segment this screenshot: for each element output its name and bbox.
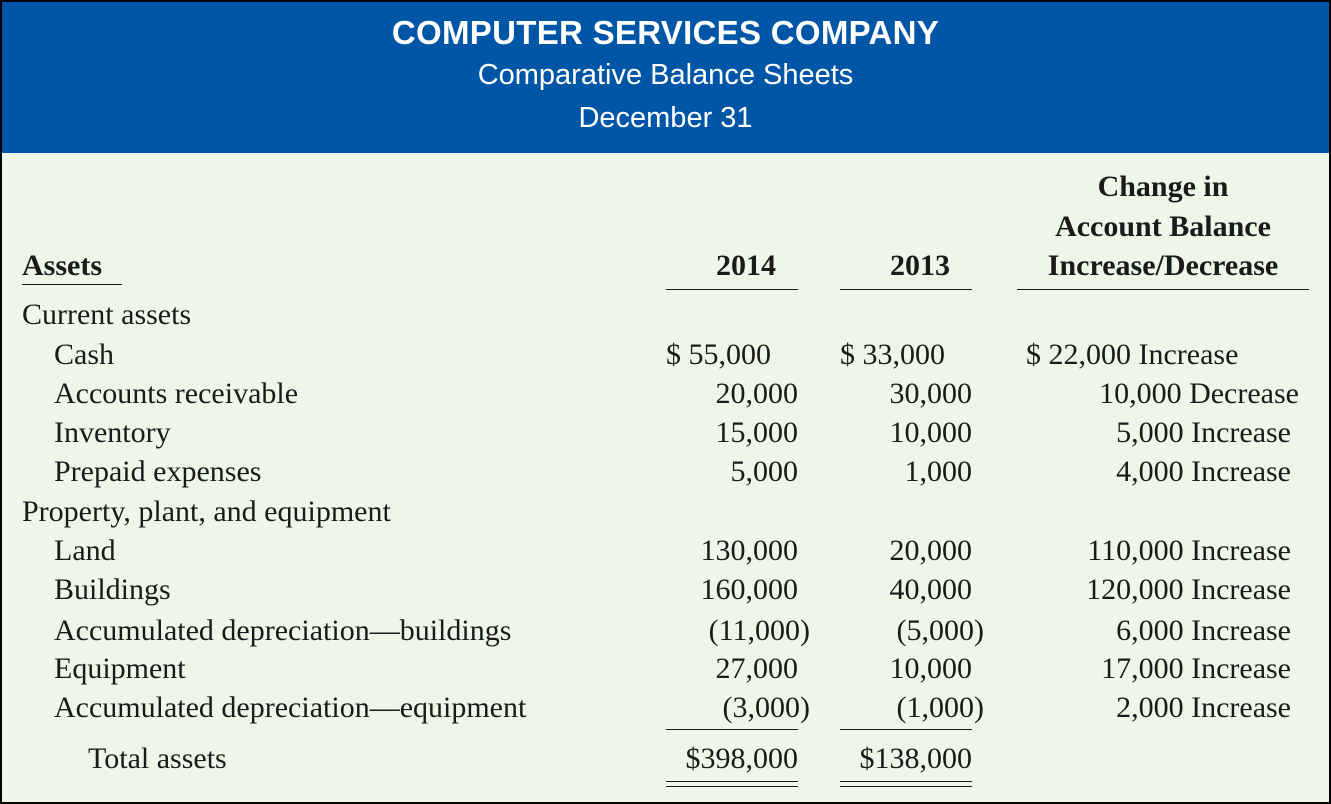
year-2014-underline bbox=[666, 289, 798, 290]
subtotal-underline-2014 bbox=[666, 729, 798, 730]
row-label: Land bbox=[54, 534, 116, 567]
row-value-2013: (1,000) bbox=[896, 691, 984, 724]
row-value-2014: 15,000 bbox=[715, 416, 799, 449]
row-change: 2,000 Increase bbox=[1116, 691, 1291, 724]
row-value-2013: 20,000 bbox=[889, 534, 973, 567]
row-value-2014: (3,000) bbox=[722, 691, 810, 724]
row-change: 110,000 Increase bbox=[1087, 534, 1291, 567]
row-change: 10,000 Decrease bbox=[1099, 377, 1299, 410]
company-name: COMPUTER SERVICES COMPANY bbox=[391, 14, 940, 51]
total-double-underline-2014-b bbox=[666, 786, 798, 787]
year-2013-header: 2013 bbox=[890, 249, 950, 282]
row-value-2013: 10,000 bbox=[889, 652, 973, 685]
row-value-2014: $ 55,000 bbox=[666, 338, 771, 371]
subtotal-underline-2013 bbox=[840, 729, 972, 730]
total-double-underline-2014-a bbox=[666, 781, 798, 782]
row-change: $ 22,000 Increase bbox=[1026, 338, 1239, 371]
total-double-underline-2013-a bbox=[840, 781, 972, 782]
row-value-2013: 30,000 bbox=[889, 377, 973, 410]
title-banner: COMPUTER SERVICES COMPANY Comparative Ba… bbox=[2, 2, 1329, 153]
total-double-underline-2013-b bbox=[840, 786, 972, 787]
statement-date: December 31 bbox=[578, 102, 753, 134]
year-2013-underline bbox=[840, 289, 972, 290]
total-assets-label: Total assets bbox=[88, 742, 227, 775]
change-header-line1: Change in bbox=[1097, 170, 1229, 203]
row-change: 4,000 Increase bbox=[1116, 455, 1291, 488]
row-change: 6,000 Increase bbox=[1116, 614, 1291, 647]
section-ppe: Property, plant, and equipment bbox=[22, 495, 391, 528]
change-header-underline bbox=[1017, 289, 1309, 290]
row-label: Buildings bbox=[54, 573, 171, 606]
year-2014-header: 2014 bbox=[716, 249, 776, 282]
row-label: Cash bbox=[54, 338, 114, 371]
change-header-line2: Account Balance bbox=[1055, 210, 1271, 243]
row-value-2014: 130,000 bbox=[700, 534, 799, 567]
row-label: Equipment bbox=[54, 652, 186, 685]
row-label: Accumulated depreciation—buildings bbox=[54, 614, 512, 647]
row-value-2013: (5,000) bbox=[896, 614, 984, 647]
row-value-2013: 1,000 bbox=[904, 455, 973, 488]
row-label: Inventory bbox=[54, 416, 171, 449]
assets-header-underline bbox=[22, 284, 122, 285]
row-value-2013: 40,000 bbox=[889, 573, 973, 606]
row-label: Prepaid expenses bbox=[54, 455, 262, 488]
section-current-assets: Current assets bbox=[22, 298, 192, 331]
row-value-2014: 20,000 bbox=[715, 377, 799, 410]
row-change: 120,000 Increase bbox=[1086, 573, 1291, 606]
change-header-line3: Increase/Decrease bbox=[1047, 249, 1279, 282]
total-assets-2014: $398,000 bbox=[685, 742, 799, 775]
row-value-2013: $ 33,000 bbox=[840, 338, 945, 371]
row-change: 5,000 Increase bbox=[1116, 416, 1291, 449]
row-label: Accumulated depreciation—equipment bbox=[54, 691, 527, 724]
row-value-2014: (11,000) bbox=[708, 614, 810, 647]
row-change: 17,000 Increase bbox=[1101, 652, 1291, 685]
row-value-2014: 160,000 bbox=[700, 573, 799, 606]
assets-column-header: Assets bbox=[22, 249, 102, 282]
statement-title: Comparative Balance Sheets bbox=[477, 59, 854, 91]
row-value-2013: 10,000 bbox=[889, 416, 973, 449]
total-assets-2013: $138,000 bbox=[859, 742, 973, 775]
row-label: Accounts receivable bbox=[54, 377, 299, 410]
row-value-2014: 5,000 bbox=[730, 455, 799, 488]
row-value-2014: 27,000 bbox=[715, 652, 799, 685]
